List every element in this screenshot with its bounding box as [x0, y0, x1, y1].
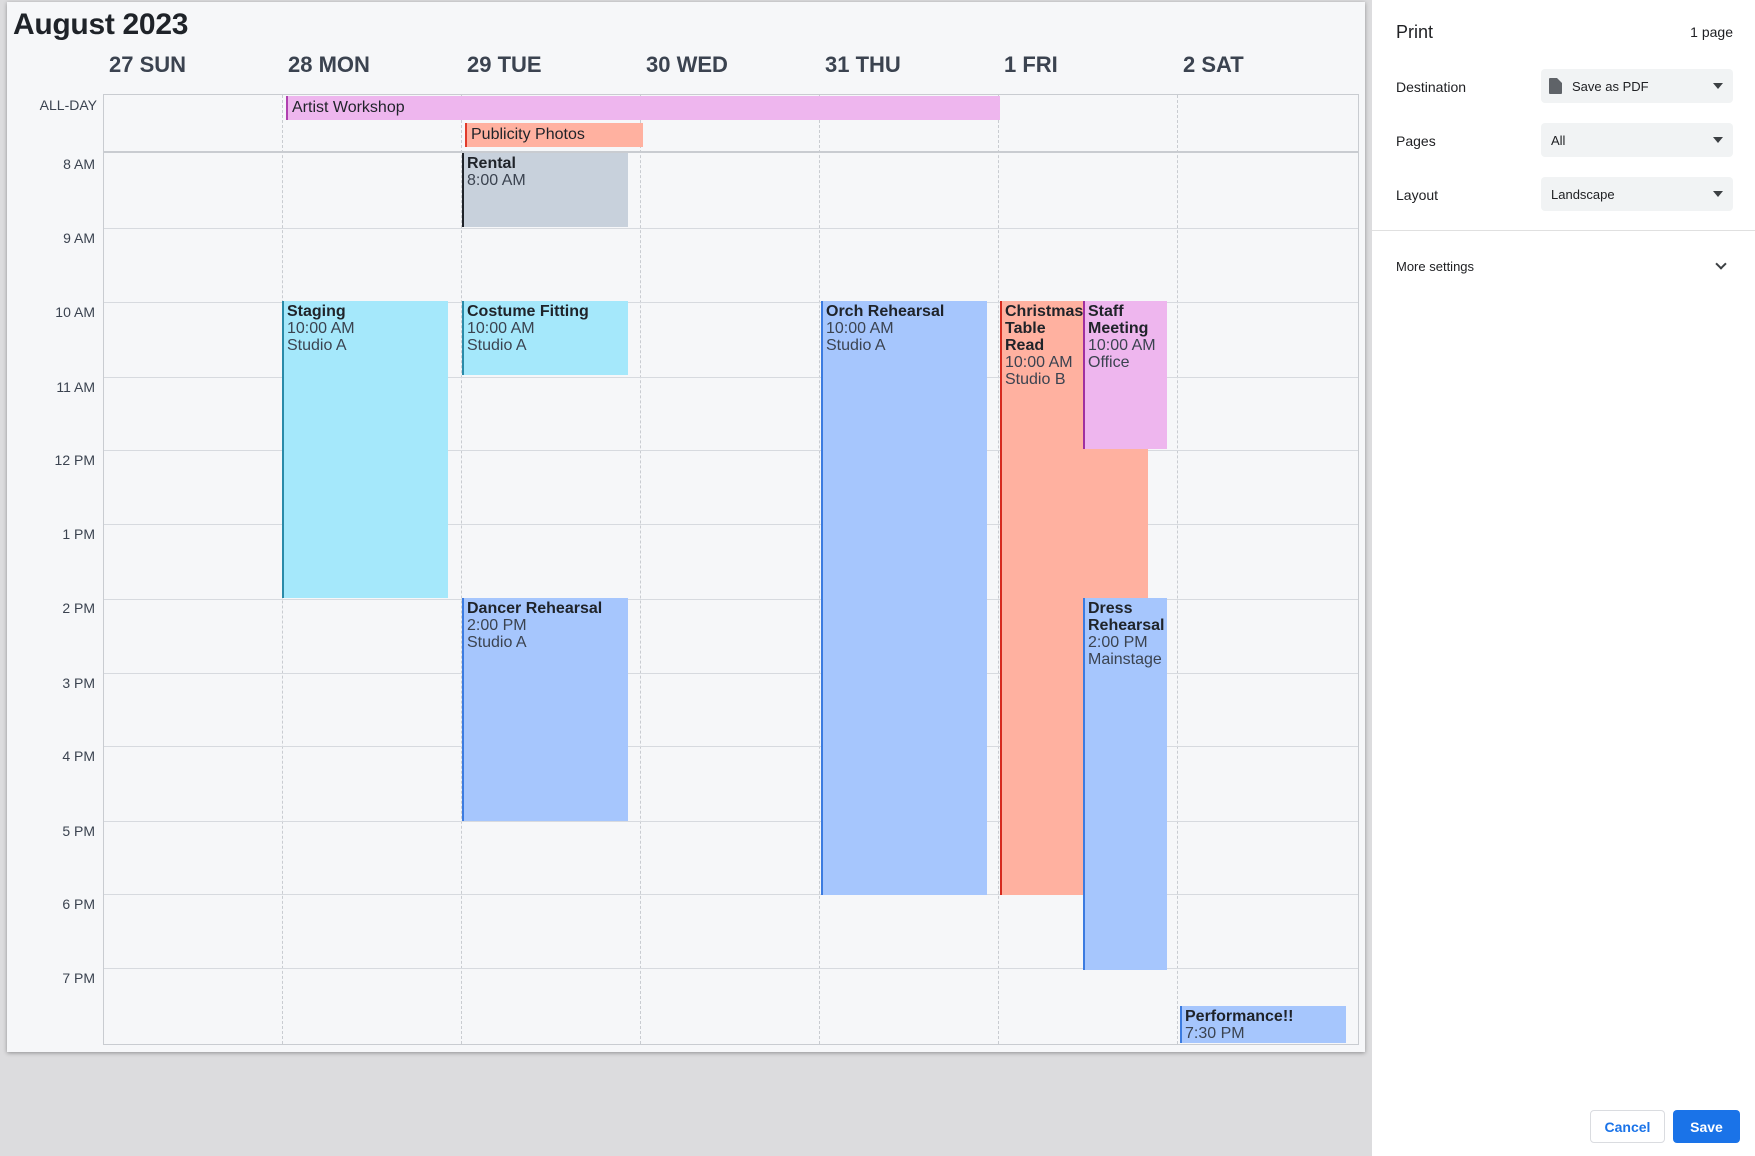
- event-dancer-rehearsal[interactable]: Dancer Rehearsal 2:00 PM Studio A: [462, 598, 628, 821]
- time-label-1pm: 1 PM: [62, 526, 95, 542]
- panel-divider: [1372, 230, 1755, 231]
- event-orch-rehearsal[interactable]: Orch Rehearsal 10:00 AM Studio A: [821, 301, 987, 895]
- hour-line: [104, 968, 1358, 969]
- preview-page: August 2023 27 SUN 28 MON 29 TUE 30 WED …: [7, 2, 1365, 1052]
- day-header-fri: 1 FRI: [1004, 52, 1058, 77]
- hour-line: [104, 377, 1358, 378]
- time-label-6pm: 6 PM: [62, 896, 95, 912]
- pages-value: All: [1551, 133, 1566, 148]
- event-title: Christmas Table Read: [1005, 303, 1084, 354]
- time-label-3pm: 3 PM: [62, 675, 95, 691]
- event-time: 10:00 AM: [1005, 354, 1073, 371]
- cancel-button[interactable]: Cancel: [1590, 1110, 1665, 1143]
- event-time: 10:00 AM: [287, 320, 355, 337]
- layout-select[interactable]: Landscape: [1541, 177, 1733, 211]
- allday-event-publicity-photos[interactable]: Publicity Photos: [465, 123, 643, 147]
- event-title: Rental: [467, 155, 516, 172]
- day-separator: [1177, 95, 1178, 1044]
- event-title: Staff Meeting: [1088, 303, 1149, 337]
- event-title: Orch Rehearsal: [826, 303, 945, 320]
- event-time: 10:00 AM: [826, 320, 894, 337]
- day-header-thu: 31 THU: [825, 52, 901, 77]
- event-time: 10:00 AM: [467, 320, 535, 337]
- hour-line: [104, 894, 1358, 895]
- day-separator: [640, 95, 641, 1044]
- allday-label: ALL-DAY: [39, 97, 97, 113]
- chevron-down-icon[interactable]: [1715, 258, 1727, 270]
- event-location: Office: [1088, 354, 1130, 371]
- day-header-mon: 28 MON: [288, 52, 370, 77]
- event-location: Mainstage: [1088, 651, 1162, 668]
- event-time: 8:00 AM: [467, 172, 526, 189]
- day-header-sat: 2 SAT: [1183, 52, 1244, 77]
- event-time: 7:30 PM: [1185, 1025, 1245, 1042]
- time-label-12pm: 12 PM: [54, 452, 95, 468]
- time-label-11am: 11 AM: [56, 379, 95, 395]
- day-separator: [819, 95, 820, 1044]
- event-time: 10:00 AM: [1088, 337, 1156, 354]
- event-title: Costume Fitting: [467, 303, 589, 320]
- destination-label: Destination: [1396, 79, 1467, 95]
- destination-select[interactable]: Save as PDF: [1541, 69, 1733, 103]
- save-button[interactable]: Save: [1673, 1110, 1740, 1143]
- dropdown-caret-icon: [1713, 83, 1723, 89]
- hour-line: [104, 673, 1358, 674]
- layout-label: Layout: [1396, 187, 1439, 203]
- event-location: Studio A: [287, 337, 347, 354]
- event-staff-meeting[interactable]: Staff Meeting 10:00 AM Office: [1083, 301, 1167, 449]
- dropdown-caret-icon: [1713, 191, 1723, 197]
- day-header-tue: 29 TUE: [467, 52, 542, 77]
- hour-line: [104, 599, 1358, 600]
- time-label-2pm: 2 PM: [62, 600, 95, 616]
- event-location: Studio A: [467, 634, 527, 651]
- document-icon: [1549, 78, 1562, 94]
- event-title: Dancer Rehearsal: [467, 600, 603, 617]
- dropdown-caret-icon: [1713, 137, 1723, 143]
- hour-line: [104, 450, 1358, 451]
- event-time: 2:00 PM: [467, 617, 527, 634]
- print-settings-panel: Print 1 page Destination Save as PDF Pag…: [1372, 0, 1755, 1156]
- event-title: Staging: [287, 303, 346, 320]
- calendar-grid: [103, 94, 1359, 1045]
- destination-value: Save as PDF: [1572, 79, 1649, 94]
- print-title: Print: [1396, 22, 1434, 42]
- calendar-title: August 2023: [13, 8, 189, 41]
- pages-label: Pages: [1396, 133, 1436, 149]
- event-costume-fitting[interactable]: Costume Fitting 10:00 AM Studio A: [462, 301, 628, 375]
- time-label-10am: 10 AM: [55, 304, 95, 320]
- day-separator: [461, 95, 462, 1044]
- event-dress-rehearsal[interactable]: Dress Rehearsal 2:00 PM Mainstage: [1083, 598, 1167, 970]
- hour-line: [104, 302, 1358, 303]
- allday-event-artist-workshop[interactable]: Artist Workshop: [286, 96, 1000, 120]
- day-header-wed: 30 WED: [646, 52, 728, 77]
- event-title: Dress Rehearsal: [1088, 600, 1165, 634]
- print-preview-area: August 2023 27 SUN 28 MON 29 TUE 30 WED …: [7, 2, 1365, 1052]
- day-separator: [998, 95, 999, 1044]
- event-staging[interactable]: Staging 10:00 AM Studio A: [282, 301, 448, 598]
- hour-line: [104, 228, 1358, 229]
- event-time: 2:00 PM: [1088, 634, 1148, 651]
- time-label-7pm: 7 PM: [62, 970, 95, 986]
- layout-value: Landscape: [1551, 187, 1615, 202]
- hour-line: [104, 746, 1358, 747]
- hour-line: [104, 524, 1358, 525]
- time-label-4pm: 4 PM: [62, 748, 95, 764]
- page-count: 1 page: [1690, 24, 1733, 40]
- event-rental[interactable]: Rental 8:00 AM: [462, 153, 628, 227]
- time-label-8am: 8 AM: [63, 156, 95, 172]
- allday-separator: [104, 151, 1358, 153]
- day-header-sun: 27 SUN: [109, 52, 187, 77]
- time-label-9am: 9 AM: [63, 230, 95, 246]
- hour-line: [104, 821, 1358, 822]
- time-label-5pm: 5 PM: [62, 823, 95, 839]
- event-location: Studio A: [826, 337, 886, 354]
- event-location: Studio A: [467, 337, 527, 354]
- event-performance[interactable]: Performance!! 7:30 PM: [1180, 1006, 1346, 1043]
- pages-select[interactable]: All: [1541, 123, 1733, 157]
- event-title: Performance!!: [1185, 1008, 1294, 1025]
- event-location: Studio B: [1005, 371, 1066, 388]
- more-settings-toggle[interactable]: More settings: [1396, 259, 1475, 274]
